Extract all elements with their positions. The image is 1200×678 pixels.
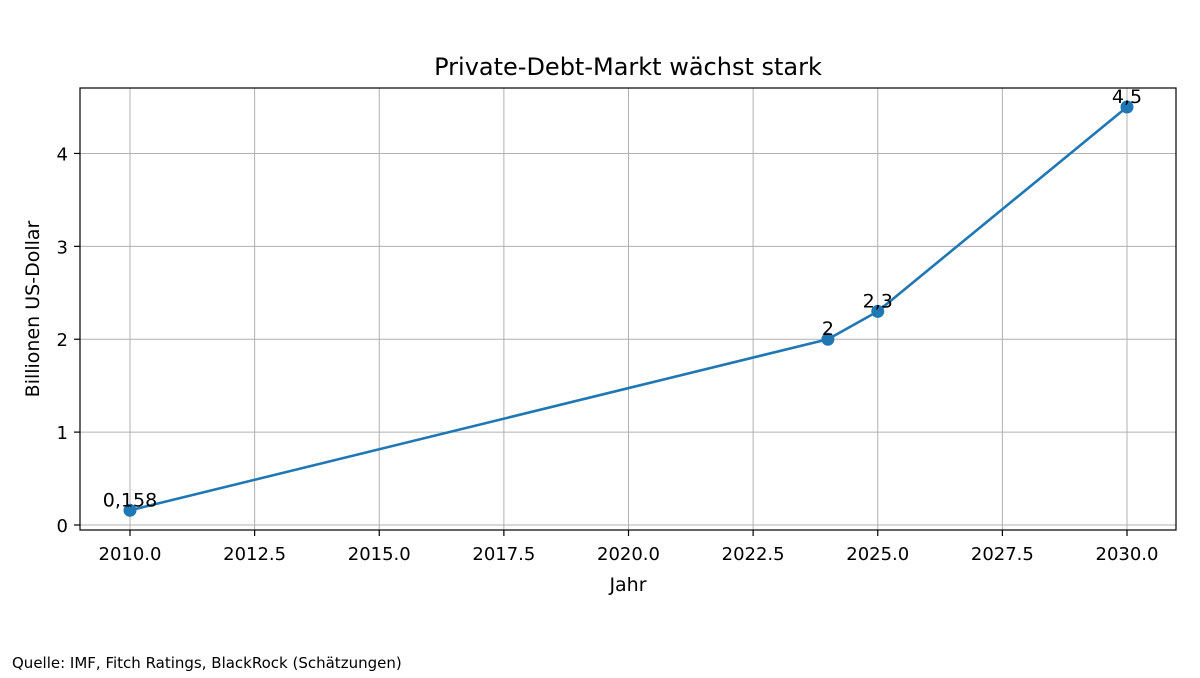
data-label: 2 bbox=[822, 318, 834, 340]
plot-frame bbox=[79, 87, 1177, 531]
data-point bbox=[123, 503, 137, 517]
x-tick-label: 2022.5 bbox=[722, 544, 785, 565]
x-tick-label: 2030.0 bbox=[1096, 544, 1159, 565]
x-tick-label: 2025.0 bbox=[846, 544, 909, 565]
y-tick-label: 3 bbox=[57, 237, 68, 258]
y-tick-label: 1 bbox=[57, 423, 68, 444]
axis-ticks: 2010.0 2012.5 2015.0 2017.5 2020.0 2022.5 2025… bbox=[57, 144, 1159, 565]
source-note: Quelle: IMF, Fitch Ratings, BlackRock (S… bbox=[12, 654, 402, 672]
data-label: 4,5 bbox=[1112, 86, 1142, 108]
x-tick-label: 2012.5 bbox=[223, 544, 286, 565]
data-point bbox=[1120, 100, 1134, 114]
data-point bbox=[871, 304, 885, 318]
data-point bbox=[821, 332, 835, 346]
y-tick-label: 2 bbox=[57, 330, 68, 351]
x-tick-label: 2020.0 bbox=[597, 544, 660, 565]
series-line: 0,158 2 2,3 4,5 bbox=[103, 86, 1142, 517]
series-line-path bbox=[129, 105, 1128, 512]
y-axis-label: Billionen US-Dollar bbox=[22, 220, 44, 397]
x-tick-label: 2027.5 bbox=[971, 544, 1034, 565]
y-tick-label: 4 bbox=[57, 144, 68, 165]
x-tick-label: 2017.5 bbox=[472, 544, 535, 565]
line-chart: Private-Debt-Markt wächst stark 2010.0 20… bbox=[22, 53, 1177, 596]
x-tick-label: 2010.0 bbox=[99, 544, 162, 565]
data-label: 2,3 bbox=[863, 290, 893, 312]
data-label: 0,158 bbox=[103, 489, 157, 511]
y-tick-label: 0 bbox=[57, 516, 68, 537]
grid bbox=[80, 88, 1176, 530]
chart-title: Private-Debt-Markt wächst stark bbox=[434, 53, 822, 81]
x-tick-label: 2015.0 bbox=[348, 544, 411, 565]
x-axis-label: Jahr bbox=[608, 574, 646, 596]
